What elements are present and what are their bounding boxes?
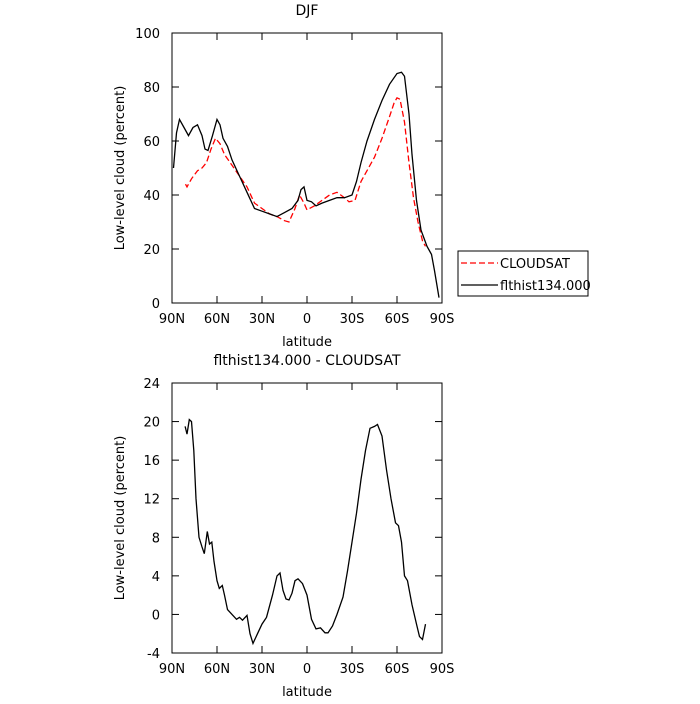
x-tick-label: 0	[303, 662, 311, 677]
y-axis-label: Low-level cloud (percent)	[113, 436, 128, 601]
x-tick-label: 60N	[204, 662, 230, 677]
y-tick-label: 0	[152, 297, 160, 312]
chart-title: flthist134.000 - CLOUDSAT	[213, 353, 400, 369]
x-tick-label: 90S	[430, 312, 455, 327]
y-tick-label: 0	[152, 608, 160, 623]
plot-frame	[171, 382, 443, 654]
x-tick-label: 30S	[340, 312, 365, 327]
y-tick-label: 100	[135, 27, 160, 42]
plot-frame	[171, 32, 443, 304]
x-tick-label: 60S	[385, 312, 410, 327]
y-tick-label: 60	[143, 135, 160, 150]
x-tick-label: 60S	[385, 662, 410, 677]
y-tick-label: 40	[143, 189, 160, 204]
y-tick-label: 20	[143, 416, 160, 431]
data-line	[184, 96, 427, 247]
legend-box	[457, 250, 589, 297]
y-axis-label: Low-level cloud (percent)	[113, 86, 128, 251]
y-tick-label: 8	[152, 531, 160, 546]
legend-label: CLOUDSAT	[500, 257, 570, 272]
y-tick-label: 20	[143, 243, 160, 258]
chart-title: DJF	[296, 3, 319, 19]
x-tick-label: 30N	[249, 312, 275, 327]
y-tick-label: -4	[147, 647, 160, 662]
x-tick-label: 90S	[430, 662, 455, 677]
x-tick-label: 30S	[340, 662, 365, 677]
x-tick-label: 60N	[204, 312, 230, 327]
y-tick-label: 80	[143, 81, 160, 96]
legend-label: flthist134.000	[500, 279, 591, 294]
x-tick-label: 90N	[159, 662, 185, 677]
x-tick-label: 90N	[159, 312, 185, 327]
data-line	[184, 418, 427, 646]
y-tick-label: 4	[152, 570, 160, 585]
x-axis-label: latitude	[282, 685, 332, 700]
y-tick-label: 12	[143, 493, 160, 508]
x-tick-label: 30N	[249, 662, 275, 677]
x-axis-label: latitude	[282, 335, 332, 350]
y-tick-label: 24	[143, 377, 160, 392]
y-tick-label: 16	[143, 454, 160, 469]
x-tick-label: 0	[303, 312, 311, 327]
data-line	[172, 71, 440, 298]
